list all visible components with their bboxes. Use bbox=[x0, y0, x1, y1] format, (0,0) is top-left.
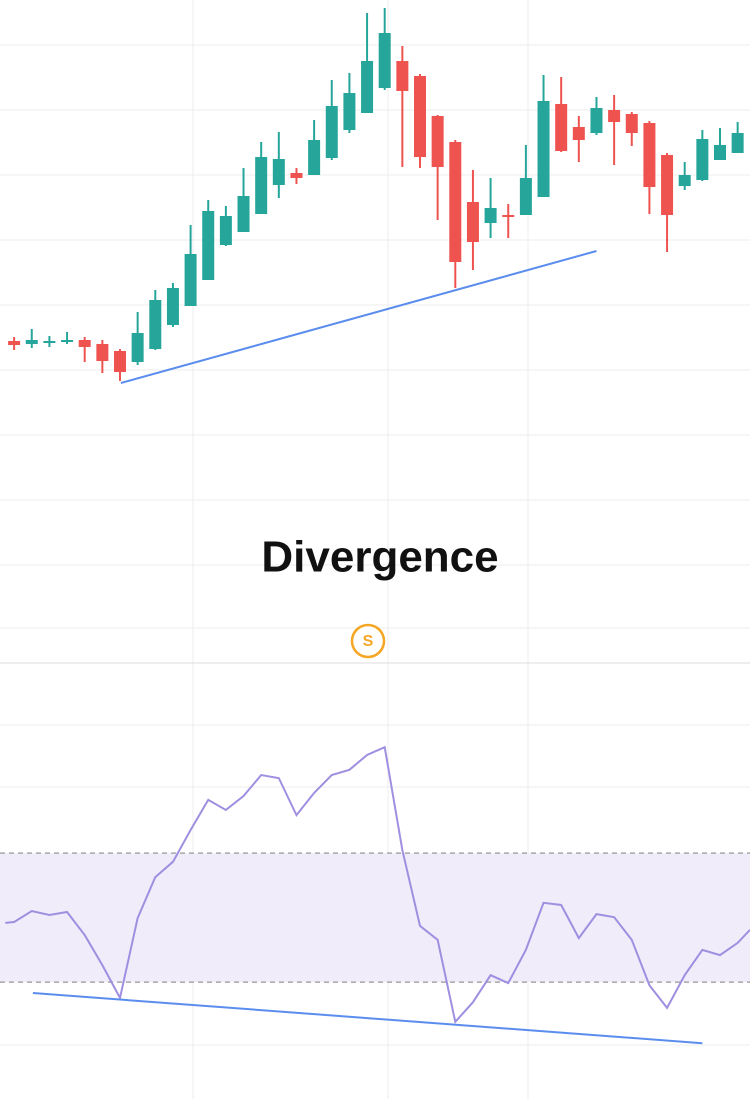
chart-title: Divergence bbox=[261, 533, 498, 582]
candle-body bbox=[414, 76, 426, 157]
badge-icon bbox=[350, 623, 386, 659]
candle-body bbox=[502, 215, 515, 217]
candle-body bbox=[731, 133, 744, 153]
candle-body bbox=[555, 104, 568, 151]
candle-body bbox=[219, 216, 232, 245]
candle-body bbox=[343, 93, 356, 130]
candle-body bbox=[696, 139, 709, 180]
candle-body bbox=[625, 114, 638, 133]
candle-body bbox=[78, 340, 91, 347]
candle-body bbox=[114, 351, 126, 372]
candle-body bbox=[449, 142, 462, 262]
candle-body bbox=[661, 155, 674, 215]
candle-body bbox=[361, 61, 374, 113]
candle-body bbox=[272, 159, 285, 185]
candle-body bbox=[166, 288, 179, 325]
candle-body bbox=[590, 108, 603, 133]
trendline bbox=[120, 250, 597, 384]
candle-body bbox=[131, 333, 144, 362]
candle-body bbox=[572, 127, 585, 140]
candle-body bbox=[202, 211, 215, 280]
candle-body bbox=[519, 178, 532, 215]
candle-body bbox=[290, 173, 303, 178]
candle-body bbox=[678, 175, 691, 186]
candle-body bbox=[184, 254, 197, 306]
candle-body bbox=[149, 300, 162, 349]
candle-body bbox=[25, 340, 38, 344]
candle-body bbox=[96, 344, 109, 361]
candle-body bbox=[255, 157, 268, 214]
candle-body bbox=[43, 341, 56, 343]
candle-body bbox=[378, 33, 391, 88]
candle-body bbox=[8, 341, 21, 345]
candle-body bbox=[325, 106, 338, 158]
badge-label: S bbox=[363, 633, 374, 650]
trendline bbox=[32, 992, 703, 1045]
plot bbox=[0, 8, 750, 1045]
candle-body bbox=[396, 61, 409, 91]
candle-body bbox=[537, 101, 550, 197]
candle-body bbox=[308, 140, 321, 175]
candle-body bbox=[608, 110, 621, 122]
level-band bbox=[0, 853, 750, 983]
candle-body bbox=[484, 208, 497, 223]
candle-body bbox=[466, 202, 479, 242]
candle-body bbox=[61, 340, 74, 342]
rsi-line bbox=[5, 745, 750, 1024]
candle-body bbox=[431, 116, 444, 167]
candle-body bbox=[714, 145, 726, 160]
candle-body bbox=[237, 196, 250, 232]
candle-body bbox=[643, 123, 656, 187]
